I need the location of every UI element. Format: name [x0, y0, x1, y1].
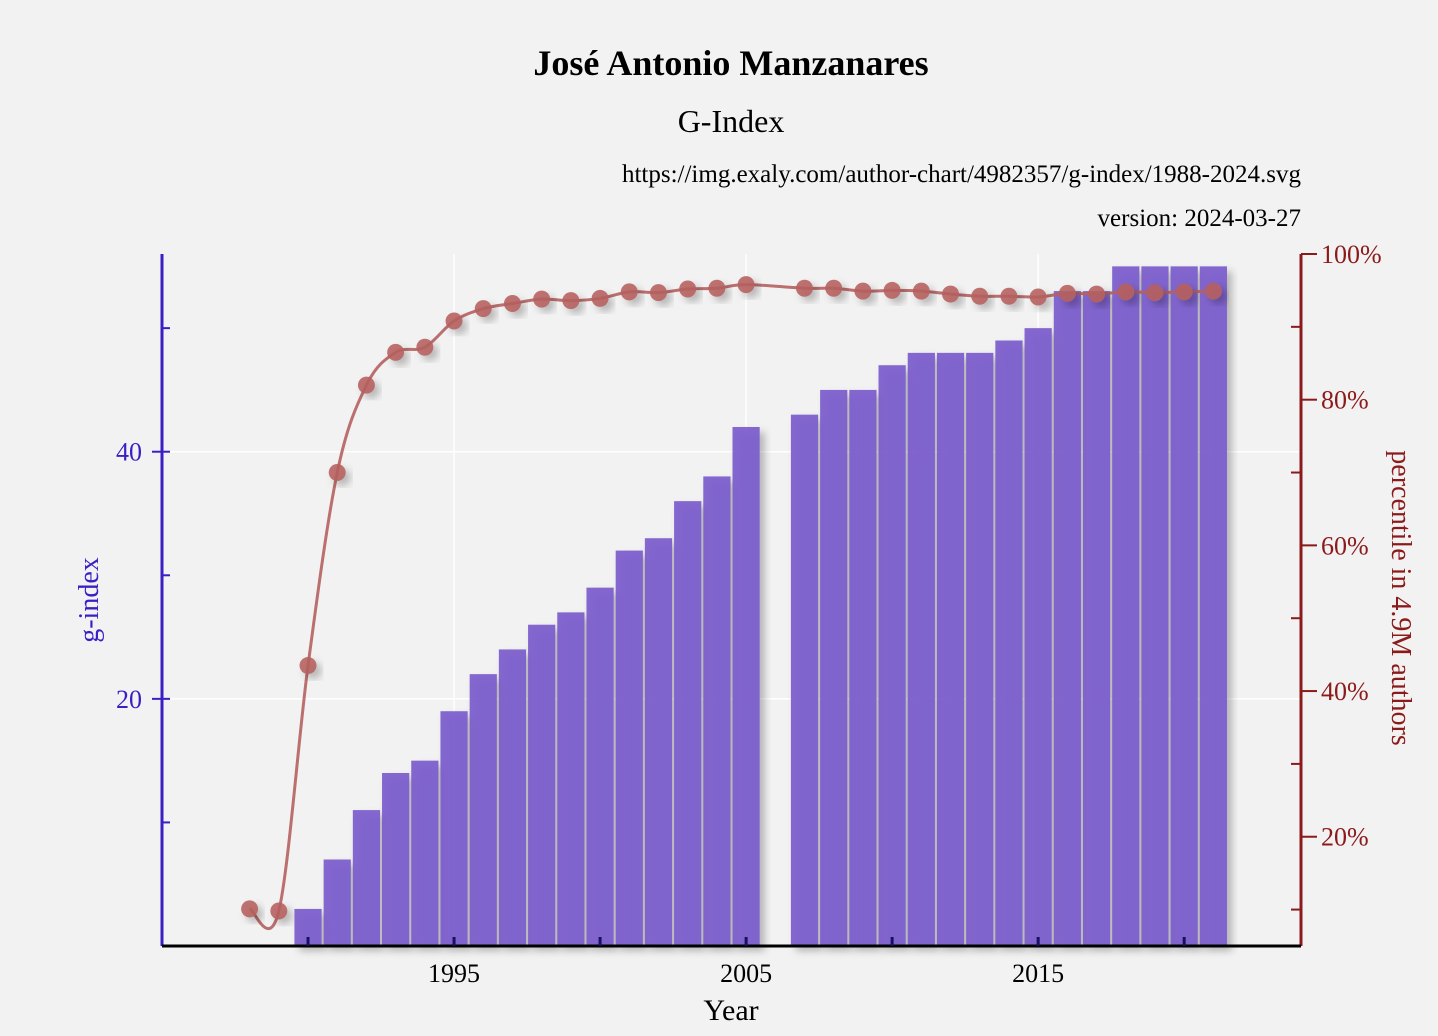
bar	[790, 414, 819, 947]
version-label: version: 2024-03-27	[1098, 205, 1301, 232]
bar	[382, 773, 410, 946]
y-tick-label: 40	[116, 438, 142, 467]
bar	[498, 649, 527, 946]
percentile-point	[971, 287, 989, 305]
percentile-point	[620, 283, 638, 301]
bar	[528, 624, 556, 946]
percentile-point	[1058, 284, 1076, 302]
bar	[674, 501, 702, 946]
percentile-point	[1088, 285, 1106, 303]
chart-subtitle: G-Index	[678, 103, 785, 139]
bar	[1112, 266, 1140, 946]
y-axis-label: g-index	[74, 557, 105, 643]
percentile-point	[679, 280, 697, 298]
percentile-point	[299, 657, 317, 675]
bar	[1141, 266, 1169, 946]
percentile-point	[241, 900, 259, 918]
bar-series	[294, 266, 1227, 947]
y2-tick-label: 100%	[1321, 240, 1382, 269]
percentile-point	[854, 282, 872, 300]
y2-tick-label: 80%	[1321, 386, 1369, 415]
bar	[1053, 291, 1081, 947]
bar	[469, 674, 497, 946]
percentile-point	[796, 279, 814, 297]
bar	[849, 389, 877, 946]
x-tick-label: 1995	[428, 959, 480, 988]
percentile-point	[445, 312, 463, 330]
percentile-point	[357, 376, 375, 394]
percentile-point	[416, 338, 434, 356]
percentile-point	[1000, 287, 1018, 305]
source-url: https://img.exaly.com/author-chart/49823…	[622, 161, 1302, 188]
y-tick-label: 20	[116, 685, 142, 714]
percentile-point	[1146, 284, 1164, 302]
x-tick-label: 2005	[720, 959, 772, 988]
percentile-point	[503, 295, 521, 313]
percentile-point	[591, 289, 609, 307]
bar	[586, 587, 614, 946]
bar	[557, 612, 585, 946]
bar	[615, 550, 643, 946]
bar	[966, 352, 994, 946]
percentile-point	[1029, 288, 1047, 306]
x-axis-label: Year	[703, 994, 758, 1027]
bar	[411, 760, 439, 946]
bar	[995, 340, 1023, 946]
percentile-series	[241, 276, 1222, 931]
percentile-point	[1117, 283, 1135, 301]
y2-axis-label: percentile in 4.9M authors	[1385, 450, 1416, 745]
chart-title: José Antonio Manzanares	[533, 43, 928, 83]
bar	[1199, 266, 1227, 946]
percentile-point	[387, 343, 405, 361]
x-tick-label: 2015	[1012, 959, 1064, 988]
percentile-point	[328, 464, 346, 482]
bar	[820, 389, 848, 946]
percentile-point	[1204, 282, 1222, 300]
bar	[936, 352, 965, 946]
bar	[1024, 328, 1052, 947]
bar	[440, 711, 468, 946]
bar	[1170, 266, 1198, 946]
bar	[732, 427, 760, 946]
percentile-point	[474, 300, 492, 318]
bar	[644, 538, 673, 946]
y2-tick-label: 40%	[1321, 677, 1369, 706]
percentile-point	[912, 282, 930, 300]
bar	[1082, 291, 1111, 947]
percentile-point	[708, 279, 726, 297]
percentile-point	[1175, 283, 1193, 301]
percentile-point	[737, 276, 755, 294]
bar	[878, 365, 906, 946]
percentile-point	[883, 281, 901, 299]
bar	[352, 810, 381, 946]
percentile-point	[562, 292, 580, 310]
percentile-point	[942, 285, 960, 303]
y2-tick-label: 60%	[1321, 531, 1369, 560]
bar	[323, 859, 351, 946]
bar	[907, 352, 935, 946]
percentile-point	[825, 279, 843, 297]
bar	[703, 476, 731, 946]
axes: 20 40 20% 40% 60% 80% 100% 1995 2005 2015	[116, 240, 1382, 988]
percentile-point	[649, 284, 667, 302]
percentile-point	[270, 902, 288, 920]
y2-tick-label: 20%	[1321, 823, 1369, 852]
percentile-point	[533, 290, 551, 308]
